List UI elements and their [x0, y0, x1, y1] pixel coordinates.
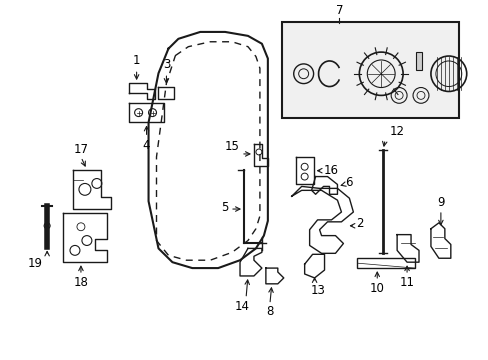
Text: 16: 16 — [323, 164, 338, 177]
Text: 11: 11 — [399, 276, 414, 289]
Text: 10: 10 — [369, 282, 384, 295]
Text: 6: 6 — [345, 176, 352, 189]
Text: 15: 15 — [224, 140, 240, 153]
Text: 4: 4 — [142, 139, 150, 152]
Bar — [415, 52, 421, 70]
Text: 14: 14 — [234, 300, 249, 312]
Circle shape — [44, 223, 50, 229]
Text: 5: 5 — [220, 201, 227, 213]
Text: 7: 7 — [335, 4, 343, 17]
Text: 3: 3 — [163, 58, 170, 71]
Text: 2: 2 — [356, 217, 363, 230]
Text: 8: 8 — [265, 306, 273, 319]
Bar — [281, 22, 458, 117]
Text: 19: 19 — [28, 257, 42, 270]
Text: 12: 12 — [389, 125, 404, 138]
Text: 9: 9 — [436, 196, 444, 209]
Text: 1: 1 — [133, 54, 140, 67]
Bar — [357, 258, 414, 268]
Text: 18: 18 — [73, 276, 88, 289]
Text: 13: 13 — [310, 284, 325, 297]
Text: 17: 17 — [73, 143, 88, 156]
